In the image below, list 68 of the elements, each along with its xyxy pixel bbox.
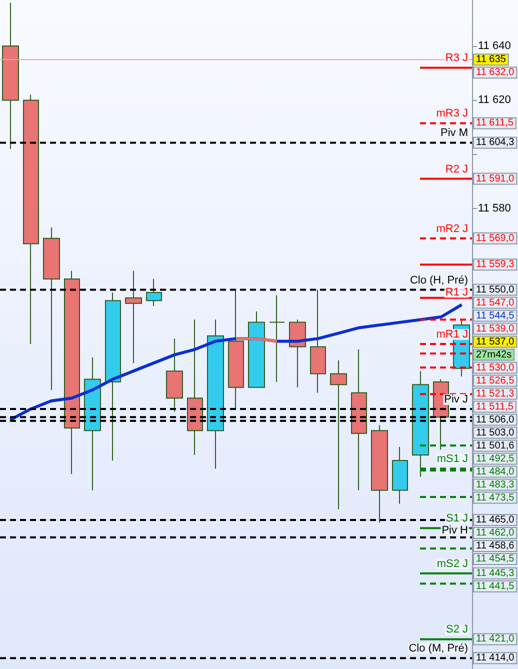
text: 11 544,5 [476, 310, 515, 322]
candlestick [43, 227, 60, 391]
text: 11 559,3 [476, 259, 515, 270]
text: 11 632,0 [476, 67, 515, 78]
text: 11 506,0 [476, 414, 515, 426]
text: 11 537,0 [476, 336, 515, 348]
ref-line-label: R3 J [445, 52, 468, 64]
text: 11 462,0 [476, 528, 515, 539]
text: 11 604,3 [476, 137, 515, 148]
text: 11 547,0 [476, 297, 515, 308]
text: 11 484,0 [476, 466, 515, 478]
y-tick-label: 11 640 [478, 40, 511, 52]
text: 11 501,6 [476, 440, 515, 452]
candlestick [351, 348, 367, 491]
ref-line-label: S2 J [446, 624, 468, 636]
text: 11 611,5 [476, 118, 514, 129]
ref-line-label: Clo (H, Pré) [410, 274, 468, 286]
y-tick-label: 11 580 [478, 202, 511, 215]
ref-line-label: S1 J [446, 512, 468, 525]
ref-line-label: mR1 J [436, 328, 468, 340]
candlestick [187, 319, 203, 456]
candlestick [64, 270, 80, 474]
candlestick [371, 424, 388, 524]
candlestick [310, 289, 326, 394]
text: 11 473,5 [476, 492, 515, 504]
text: 11 458,6 [476, 540, 515, 552]
text: 11 492,5 [476, 453, 515, 464]
candlestick [269, 294, 285, 382]
ref-line-label: mS2 J [436, 558, 468, 570]
text: 27m42s [476, 349, 512, 360]
ref-line-label: Clo (M, Pré) [408, 642, 468, 655]
ref-line-label: Piv H [442, 524, 468, 537]
ref-line-label: Piv J [444, 393, 468, 406]
text: 11 454,5 [476, 554, 515, 565]
ref-line-label: mS1 J [436, 453, 468, 466]
text: 11 483,3 [476, 479, 515, 490]
candlestick [105, 292, 121, 461]
text: 11 530,0 [476, 362, 515, 374]
ref-line-label: mR3 J [436, 108, 468, 120]
text: 11 635 [476, 54, 506, 66]
candlestick [146, 278, 162, 307]
candlestick [125, 270, 142, 364]
ref-line-label: mR2 J [436, 222, 468, 235]
candlestick [330, 360, 347, 510]
text: 11 445,3 [476, 568, 515, 579]
candlestick [248, 310, 265, 388]
text: 11 414,0 [476, 652, 515, 664]
candlestick [412, 370, 429, 478]
text: 11 465,0 [476, 514, 515, 526]
text: 11 503,0 [476, 427, 515, 438]
candlestick [2, 2, 19, 150]
text: 11 421,0 [476, 634, 515, 645]
candlestick [392, 446, 408, 504]
text: 11 550,0 [476, 284, 515, 296]
y-tick-label: 11 620 [478, 94, 511, 106]
text: 11 441,5 [476, 580, 515, 592]
text: 11 521,3 [476, 388, 515, 400]
candlestick [166, 338, 183, 412]
ref-line-label: Piv M [440, 127, 468, 140]
text: 11 511,5 [476, 401, 514, 412]
text: 11 569,0 [476, 232, 515, 244]
text: 11 539,0 [476, 323, 515, 334]
candlestick [23, 94, 39, 344]
text: 11 526,5 [476, 375, 515, 386]
candlestick [207, 319, 224, 470]
text: 11 591,0 [476, 173, 515, 184]
ref-line-label: R1 J [445, 286, 468, 298]
ref-line-label: R2 J [445, 163, 468, 176]
